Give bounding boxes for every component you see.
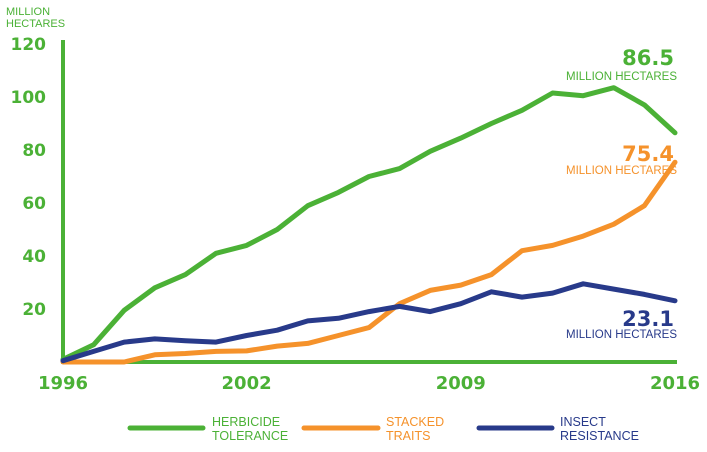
y-axis-label-line-2: HECTARES <box>6 18 65 30</box>
series-line-2 <box>60 281 678 364</box>
end-value-label: 75.4 <box>622 142 674 166</box>
y-tick-labels: 120 100 80 60 40 20 <box>11 35 47 320</box>
y-tick-label: 80 <box>22 141 46 161</box>
legend-label-line-1: INSECT <box>560 415 606 429</box>
x-tick-label: 2009 <box>436 373 486 394</box>
legend-label-line-1: STACKED <box>386 415 444 429</box>
y-tick-label: 100 <box>11 88 47 108</box>
legend-label-line-2: TOLERANCE <box>212 429 288 443</box>
series-line-1 <box>60 159 678 365</box>
x-tick-label: 1996 <box>38 373 88 394</box>
legend-label-line-2: RESISTANCE <box>560 429 639 443</box>
x-tick-label: 2016 <box>650 373 700 394</box>
y-tick-label: 20 <box>22 300 46 320</box>
y-tick-label: 40 <box>22 247 46 267</box>
x-tick-label: 2002 <box>222 373 272 394</box>
end-value-label: 23.1 <box>622 307 674 331</box>
axes <box>61 40 677 364</box>
end-unit-label: MILLION HECTARES <box>566 165 677 177</box>
end-unit-label: MILLION HECTARES <box>566 329 677 341</box>
end-unit-label: MILLION HECTARES <box>566 71 677 83</box>
series-lines <box>60 85 678 365</box>
end-value-label: 86.5 <box>622 46 674 70</box>
y-tick-label: 120 <box>11 35 47 55</box>
y-tick-label: 60 <box>22 194 46 214</box>
legend-label-line-1: HERBICIDE <box>212 415 280 429</box>
series-line-0 <box>60 85 678 362</box>
x-tick-labels: 1996 2002 2009 2016 <box>38 373 700 394</box>
y-axis-label-line-1: MILLION <box>6 6 50 18</box>
legend-label-line-2: TRAITS <box>386 429 430 443</box>
